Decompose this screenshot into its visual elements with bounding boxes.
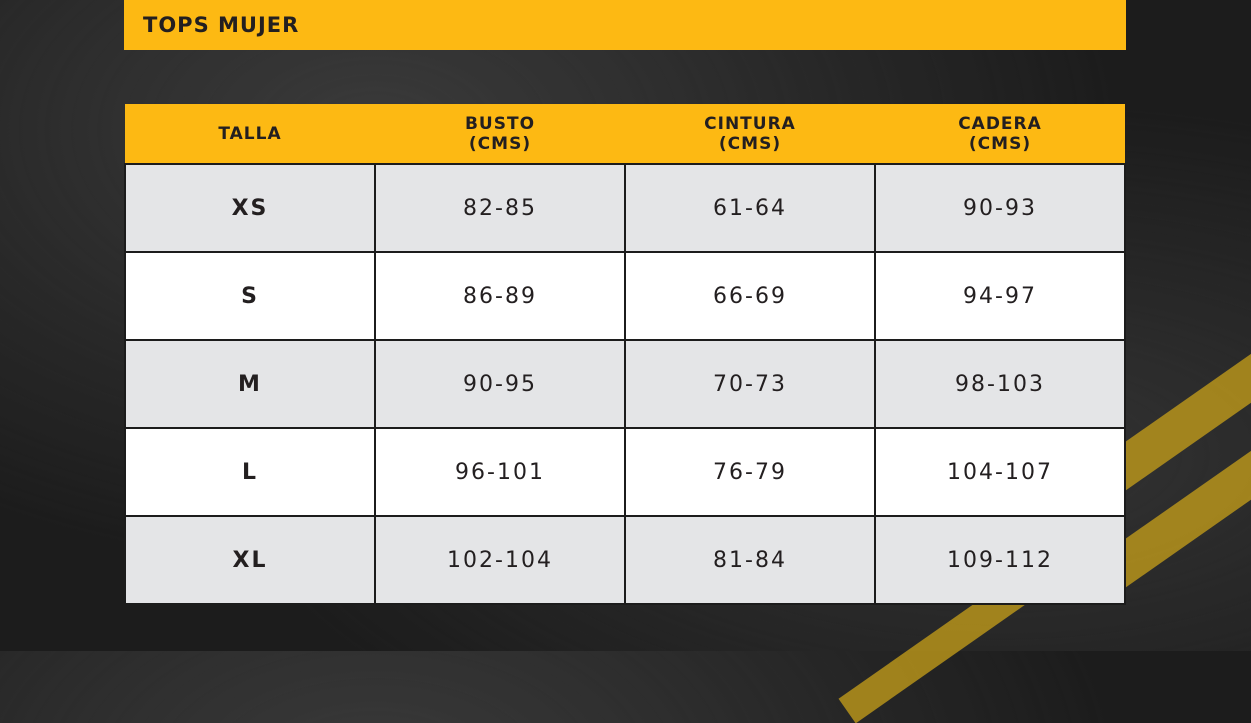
- table-row: XS 82-85 61-64 90-93: [124, 163, 1126, 253]
- title-banner: TOPS MUJER: [124, 0, 1126, 50]
- cell-size: L: [124, 427, 376, 517]
- header-cintura: CINTURA (CMS): [625, 104, 875, 164]
- cell-busto: 96-101: [374, 427, 626, 517]
- table-row: XL 102-104 81-84 109-112: [124, 515, 1126, 605]
- size-chart-table: TALLA BUSTO (CMS) CINTURA (CMS) CADERA (CMS…: [124, 104, 1126, 605]
- cell-busto: 90-95: [374, 339, 626, 429]
- header-label: BUSTO: [464, 113, 536, 134]
- cell-cintura: 66-69: [624, 251, 876, 341]
- cell-size: XS: [124, 163, 376, 253]
- header-busto: BUSTO (CMS): [375, 104, 625, 164]
- cell-cintura: 70-73: [624, 339, 876, 429]
- cell-size: M: [124, 339, 376, 429]
- header-unit: (CMS): [718, 133, 782, 154]
- header-label: CADERA: [958, 113, 1042, 134]
- header-label: CINTURA: [704, 113, 796, 134]
- cell-cadera: 104-107: [874, 427, 1126, 517]
- table-row: M 90-95 70-73 98-103: [124, 339, 1126, 429]
- header-cadera: CADERA (CMS): [875, 104, 1125, 164]
- cell-cintura: 81-84: [624, 515, 876, 605]
- cell-cintura: 76-79: [624, 427, 876, 517]
- cell-cadera: 109-112: [874, 515, 1126, 605]
- table-row: S 86-89 66-69 94-97: [124, 251, 1126, 341]
- cell-size: S: [124, 251, 376, 341]
- cell-cintura: 61-64: [624, 163, 876, 253]
- cell-cadera: 98-103: [874, 339, 1126, 429]
- cell-cadera: 94-97: [874, 251, 1126, 341]
- header-unit: (CMS): [468, 133, 532, 154]
- header-talla: TALLA: [125, 104, 375, 164]
- cell-busto: 86-89: [374, 251, 626, 341]
- cell-cadera: 90-93: [874, 163, 1126, 253]
- table-header-row: TALLA BUSTO (CMS) CINTURA (CMS) CADERA (CMS…: [125, 104, 1125, 164]
- table-row: L 96-101 76-79 104-107: [124, 427, 1126, 517]
- header-unit: (CMS): [968, 133, 1032, 154]
- page-title: TOPS MUJER: [143, 13, 300, 37]
- cell-busto: 102-104: [374, 515, 626, 605]
- header-label: TALLA: [218, 123, 282, 144]
- cell-size: XL: [124, 515, 376, 605]
- cell-busto: 82-85: [374, 163, 626, 253]
